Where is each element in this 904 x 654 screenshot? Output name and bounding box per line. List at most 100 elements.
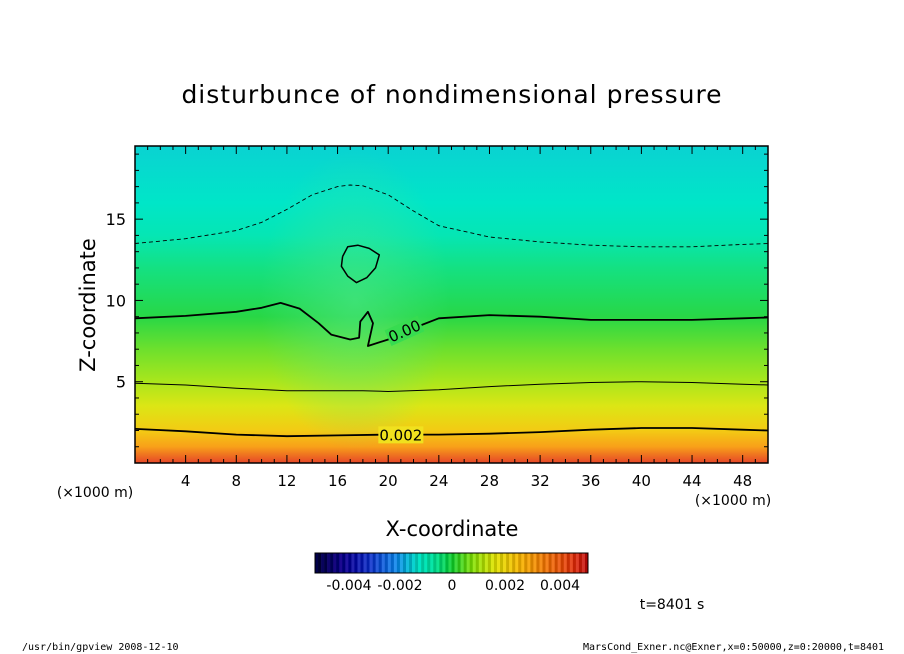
colorbar-segment — [409, 553, 413, 573]
colorbar-segment — [327, 553, 331, 573]
colorbar-segment — [560, 553, 565, 573]
colorbar-segment — [572, 553, 577, 573]
colorbar-segment — [490, 553, 495, 573]
colorbar-segment — [390, 553, 395, 573]
colorbar-tick-label: 0 — [448, 578, 457, 594]
colorbar-segment — [415, 553, 419, 573]
colorbar-segment — [342, 553, 346, 573]
colorbar-segment — [345, 553, 349, 573]
colorbar-segment — [402, 553, 407, 573]
x-tick-label: 28 — [480, 472, 499, 490]
colorbar-segment — [542, 553, 546, 573]
colorbar-segment — [439, 553, 443, 573]
x-tick-label: 24 — [429, 472, 448, 490]
colorbar-segment — [363, 553, 367, 573]
colorbar-segment — [460, 553, 464, 573]
colorbar-segment — [506, 553, 510, 573]
colorbar-segment — [430, 553, 434, 573]
footer-left: /usr/bin/gpview 2008-12-10 — [22, 642, 179, 653]
colorbar-segment — [545, 553, 549, 573]
colorbar-segment — [518, 553, 522, 573]
colorbar-segment — [330, 553, 334, 573]
colorbar-segment — [351, 553, 355, 573]
colorbar-segment — [472, 553, 477, 573]
colorbar-segment — [581, 553, 586, 573]
contour-label-bg-0 — [378, 426, 424, 444]
colorbar-segment — [533, 553, 537, 573]
colorbar-segment — [360, 553, 364, 573]
colorbar-frame — [314, 552, 589, 574]
contour-line-2 — [135, 301, 768, 347]
x-tick-label: 8 — [232, 472, 242, 490]
colorbar-segment — [454, 553, 458, 573]
colorbar-segment — [375, 553, 379, 573]
colorbar-segment — [396, 553, 401, 573]
colorbar-segment — [521, 553, 525, 573]
colorbar-segment — [469, 553, 474, 573]
colorbar-segment — [436, 553, 440, 573]
colorbar-segment — [497, 553, 501, 573]
colorbar-segment — [515, 553, 519, 573]
colorbar-segment — [484, 553, 489, 573]
colorbar-segment — [445, 553, 449, 573]
colorbar-segment — [475, 553, 480, 573]
colorbar-segment — [393, 553, 398, 573]
x-unit-left: (×1000 m) — [57, 485, 133, 501]
colorbar-tick-label: 0.002 — [485, 578, 525, 594]
contour-label-bg-2 — [384, 315, 425, 346]
colorbar-segment — [530, 553, 534, 573]
colorbar-segment — [378, 553, 383, 573]
colorbar-segment — [487, 553, 492, 573]
colorbar-segment — [315, 553, 319, 573]
colorbar-segment — [554, 553, 558, 573]
colorbar-segment — [387, 553, 392, 573]
colorbar-segment — [324, 553, 328, 573]
colorbar-segment — [442, 553, 446, 573]
colorbar-segment — [336, 553, 340, 573]
footer-right: MarsCond_Exner.nc@Exner,x=0:50000,z=0:20… — [583, 642, 885, 653]
colorbar-segment — [566, 553, 571, 573]
colorbar-segment — [493, 553, 498, 573]
x-tick-label: 40 — [632, 472, 651, 490]
colorbar-segment — [481, 553, 486, 573]
colorbar-segment — [584, 553, 589, 573]
colorbar-segment — [578, 553, 583, 573]
x-unit-right: (×1000 m) — [695, 493, 771, 509]
plot-field — [135, 146, 768, 463]
colorbar-tick-label: -0.004 — [326, 578, 371, 594]
colorbar-segment — [536, 553, 540, 573]
colorbar-segment — [503, 553, 507, 573]
contour-line-0 — [135, 427, 768, 438]
chart-title: disturbunce of nondimensional pressure — [181, 80, 722, 109]
colorbar-segment — [318, 553, 322, 573]
colorbar-segment — [548, 553, 552, 573]
colorbar-segment — [433, 553, 437, 573]
colorbar-segment — [539, 553, 543, 573]
x-axis-label: X-coordinate — [386, 517, 519, 541]
colorbar-segment — [427, 553, 431, 573]
x-tick-label: 20 — [379, 472, 398, 490]
x-tick-label: 44 — [682, 472, 701, 490]
colorbar-segment — [466, 553, 470, 573]
time-label: t=8401 s — [640, 597, 705, 613]
colorbar-segment — [478, 553, 483, 573]
x-tick-label: 48 — [733, 472, 752, 490]
colorbar-segment — [500, 553, 504, 573]
colorbar-segment — [524, 553, 528, 573]
x-tick-label: 36 — [581, 472, 600, 490]
colorbar-segment — [372, 553, 376, 573]
colorbar-segment — [384, 553, 389, 573]
contour-line-3 — [340, 244, 381, 284]
colorbar-segment — [321, 553, 325, 573]
colorbar-tick-label: -0.002 — [377, 578, 422, 594]
colorbar-segment — [551, 553, 555, 573]
colorbar-segment — [366, 553, 370, 573]
y-axis-label: Z-coordinate — [76, 238, 100, 372]
colorbar-segment — [381, 553, 386, 573]
colorbar-segment — [448, 553, 452, 573]
colorbar-segment — [412, 553, 416, 573]
colorbar-segment — [333, 553, 337, 573]
colorbar-segment — [569, 553, 574, 573]
y-tick-label: 5 — [116, 373, 126, 392]
